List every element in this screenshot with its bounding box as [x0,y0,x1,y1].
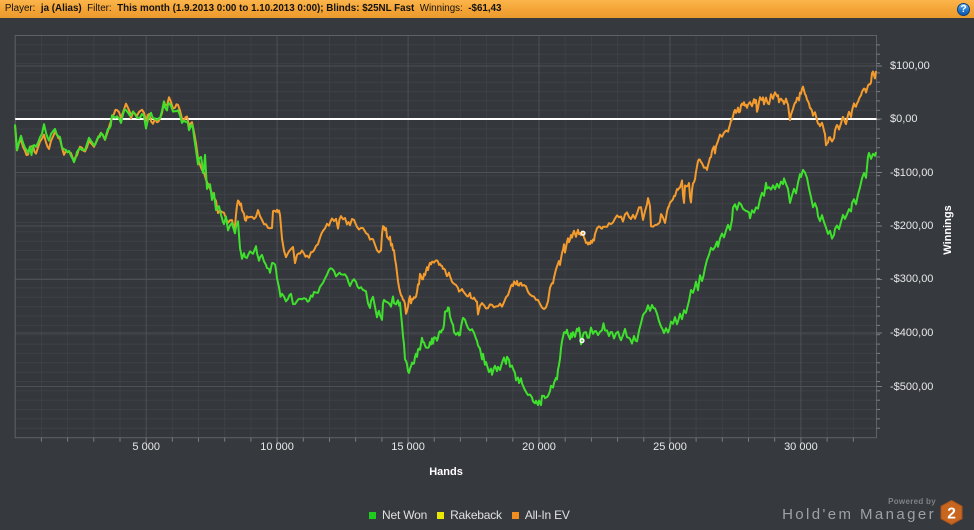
svg-text:2: 2 [947,506,956,523]
